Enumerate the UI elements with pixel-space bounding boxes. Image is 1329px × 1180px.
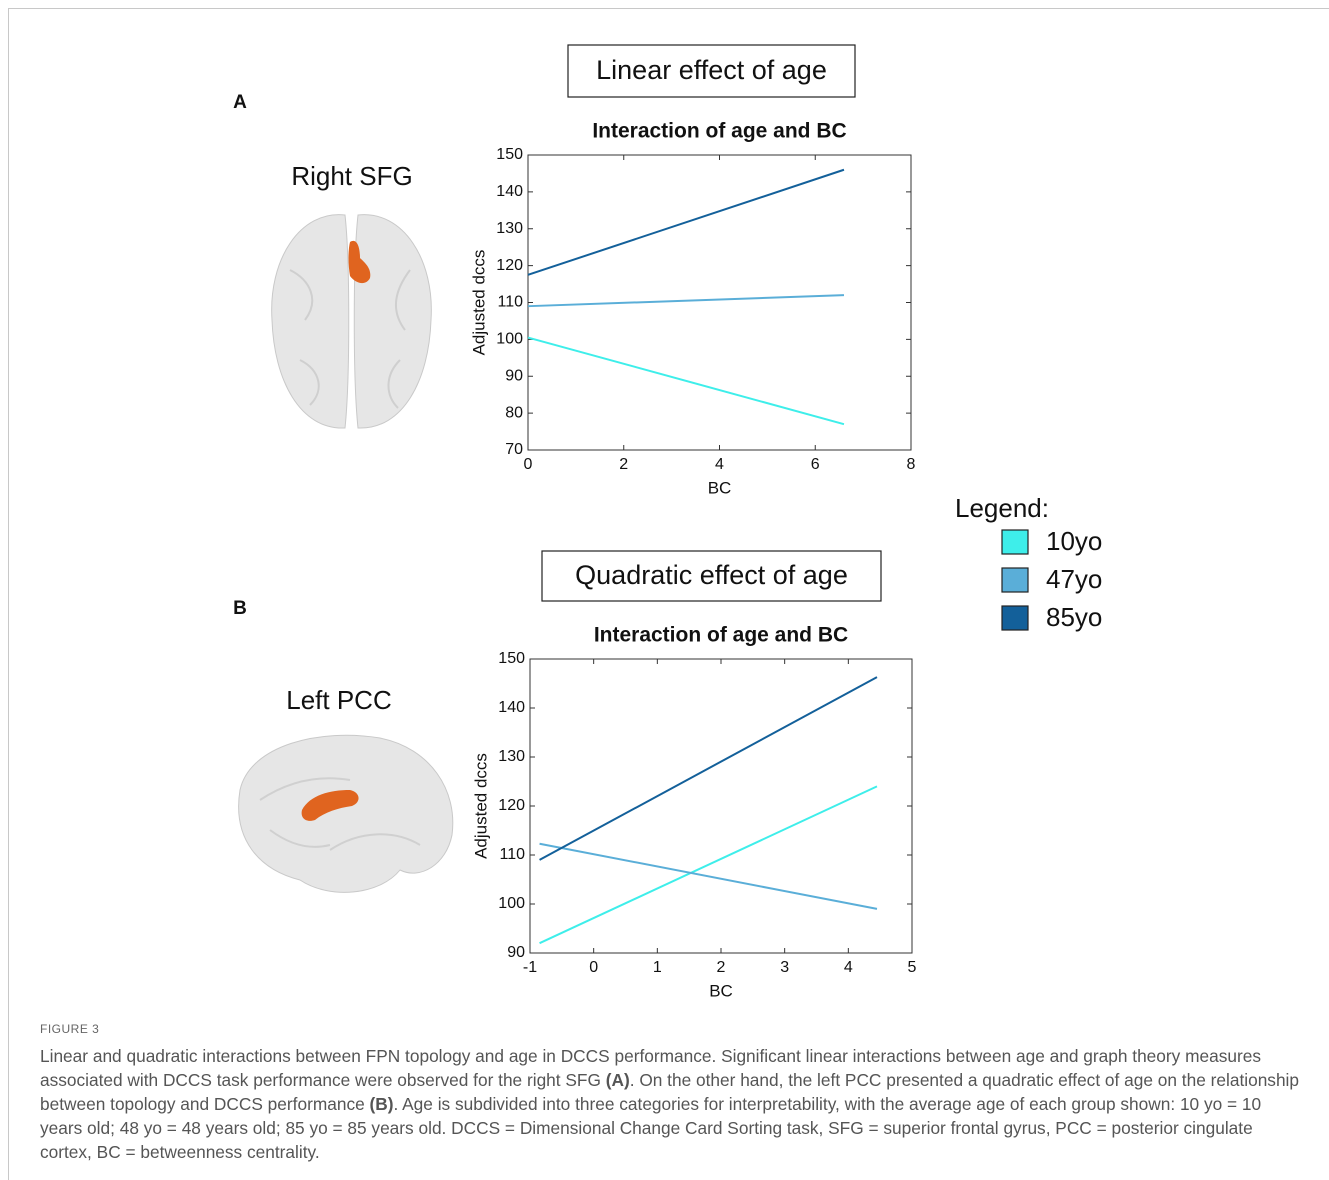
y-tick-label: 100 <box>496 331 523 348</box>
legend-swatch <box>1002 568 1028 592</box>
y-axis-label: Adjusted dccs <box>471 753 490 859</box>
x-axis-label: BC <box>709 981 733 1000</box>
brain-image <box>272 215 432 428</box>
region-label: Right SFG <box>291 161 412 191</box>
region-label: Left PCC <box>286 685 392 715</box>
caption-part: (B) <box>370 1094 394 1114</box>
y-tick-label: 100 <box>498 895 525 912</box>
panel-label: B <box>233 598 247 619</box>
x-tick-label: -1 <box>523 959 537 976</box>
y-tick-label: 150 <box>496 146 523 163</box>
panel-label: A <box>233 92 247 113</box>
legend-label: 10yo <box>1046 526 1102 556</box>
chart-title: Interaction of age and BC <box>594 624 848 647</box>
plot-area <box>530 659 912 953</box>
plot-area <box>528 155 911 450</box>
x-tick-label: 3 <box>780 959 789 976</box>
legend-title: Legend: <box>955 493 1049 523</box>
y-tick-label: 90 <box>505 367 523 384</box>
y-tick-label: 120 <box>498 797 525 814</box>
x-tick-label: 6 <box>811 456 820 473</box>
x-tick-label: 2 <box>717 959 726 976</box>
x-tick-label: 0 <box>589 959 598 976</box>
box-title: Quadratic effect of age <box>575 560 848 590</box>
y-tick-label: 130 <box>496 220 523 237</box>
y-tick-label: 110 <box>497 294 523 311</box>
box-title: Linear effect of age <box>596 55 827 85</box>
y-axis-label: Adjusted dccs <box>469 250 488 356</box>
y-tick-label: 110 <box>499 846 525 863</box>
y-tick-label: 140 <box>496 183 523 200</box>
legend-swatch <box>1002 606 1028 630</box>
legend-label: 47yo <box>1046 564 1102 594</box>
y-tick-label: 140 <box>498 699 525 716</box>
brain-image <box>239 735 453 892</box>
caption-part: (A) <box>606 1070 630 1090</box>
figure: Legend: A Linear effect of age Right SFG B Q… <box>0 0 1329 1010</box>
caption-label: FIGURE 3 <box>40 1022 99 1036</box>
y-tick-label: 150 <box>498 650 525 667</box>
page: Legend: A Linear effect of age Right SFG B Q… <box>0 0 1329 1180</box>
y-tick-label: 120 <box>496 257 523 274</box>
caption: Linear and quadratic interactions betwee… <box>40 1044 1302 1164</box>
x-tick-label: 0 <box>524 456 533 473</box>
x-axis-label: BC <box>708 478 732 497</box>
x-tick-label: 4 <box>715 456 724 473</box>
x-tick-label: 1 <box>653 959 662 976</box>
y-tick-label: 130 <box>498 748 525 765</box>
x-tick-label: 2 <box>619 456 628 473</box>
x-tick-label: 8 <box>907 456 916 473</box>
x-tick-label: 4 <box>844 959 853 976</box>
legend-swatch <box>1002 530 1028 554</box>
chart-title: Interaction of age and BC <box>592 120 846 143</box>
y-tick-label: 70 <box>505 441 523 458</box>
y-tick-label: 80 <box>505 404 523 421</box>
x-tick-label: 5 <box>908 959 917 976</box>
legend-label: 85yo <box>1046 602 1102 632</box>
